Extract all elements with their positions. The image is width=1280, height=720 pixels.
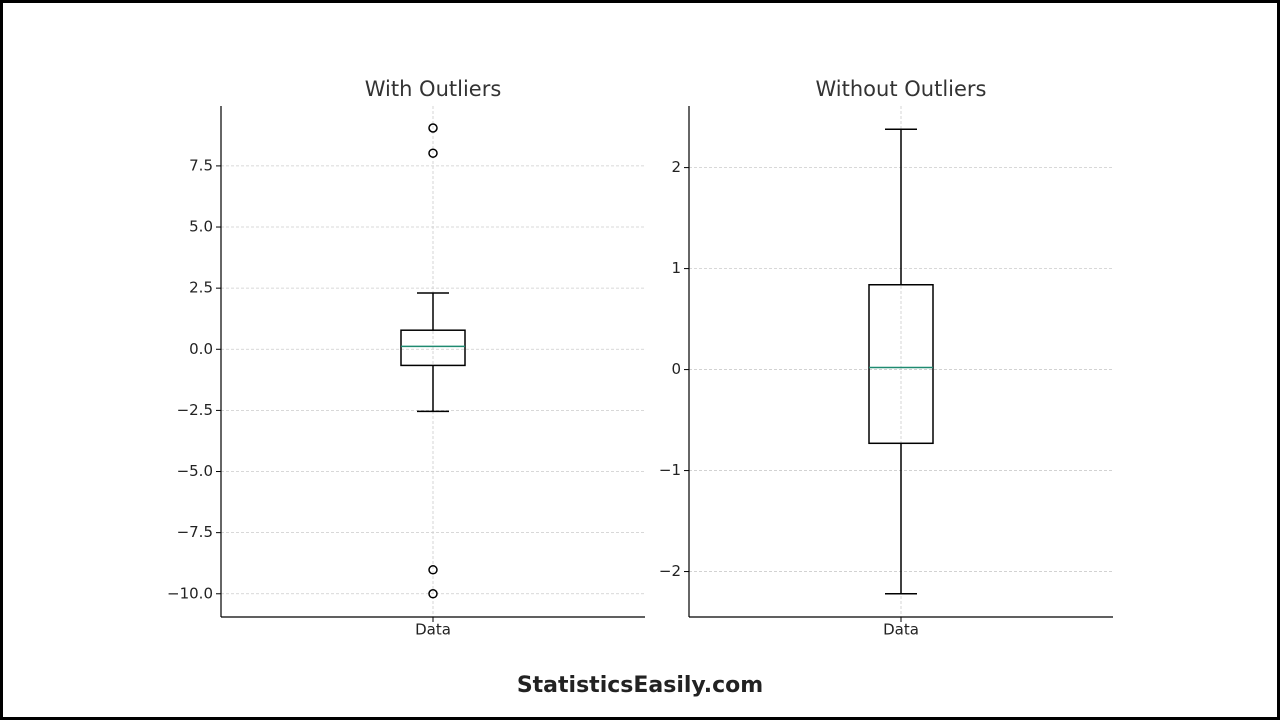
outlier [428,123,438,133]
chart-title: With Outliers [365,77,502,101]
box [400,329,466,367]
outlier [428,148,438,158]
y-tick-label: −1 [659,461,681,479]
y-tick-label: 0 [671,360,681,378]
outlier [428,589,438,599]
y-tick-label: 7.5 [189,156,213,174]
y-tick-label: 0.0 [189,340,213,358]
footer: StatisticsEasily.com [517,673,763,698]
x-tick-label: Data [415,621,451,639]
y-tick-label: −10.0 [167,584,213,602]
y-tick-label: −2 [659,562,681,580]
y-tick-label: 5.0 [189,218,213,236]
y-tick-label: 2 [671,158,681,176]
chart-title: Without Outliers [816,77,987,101]
y-tick-label: 1 [671,259,681,277]
y-tick-label: −5.0 [177,462,213,480]
y-tick-label: −7.5 [177,523,213,541]
y-tick-label: 2.5 [189,279,213,297]
box [868,283,934,445]
y-tick-label: −2.5 [177,401,213,419]
outlier [428,565,438,575]
x-tick-label: Data [883,621,919,639]
